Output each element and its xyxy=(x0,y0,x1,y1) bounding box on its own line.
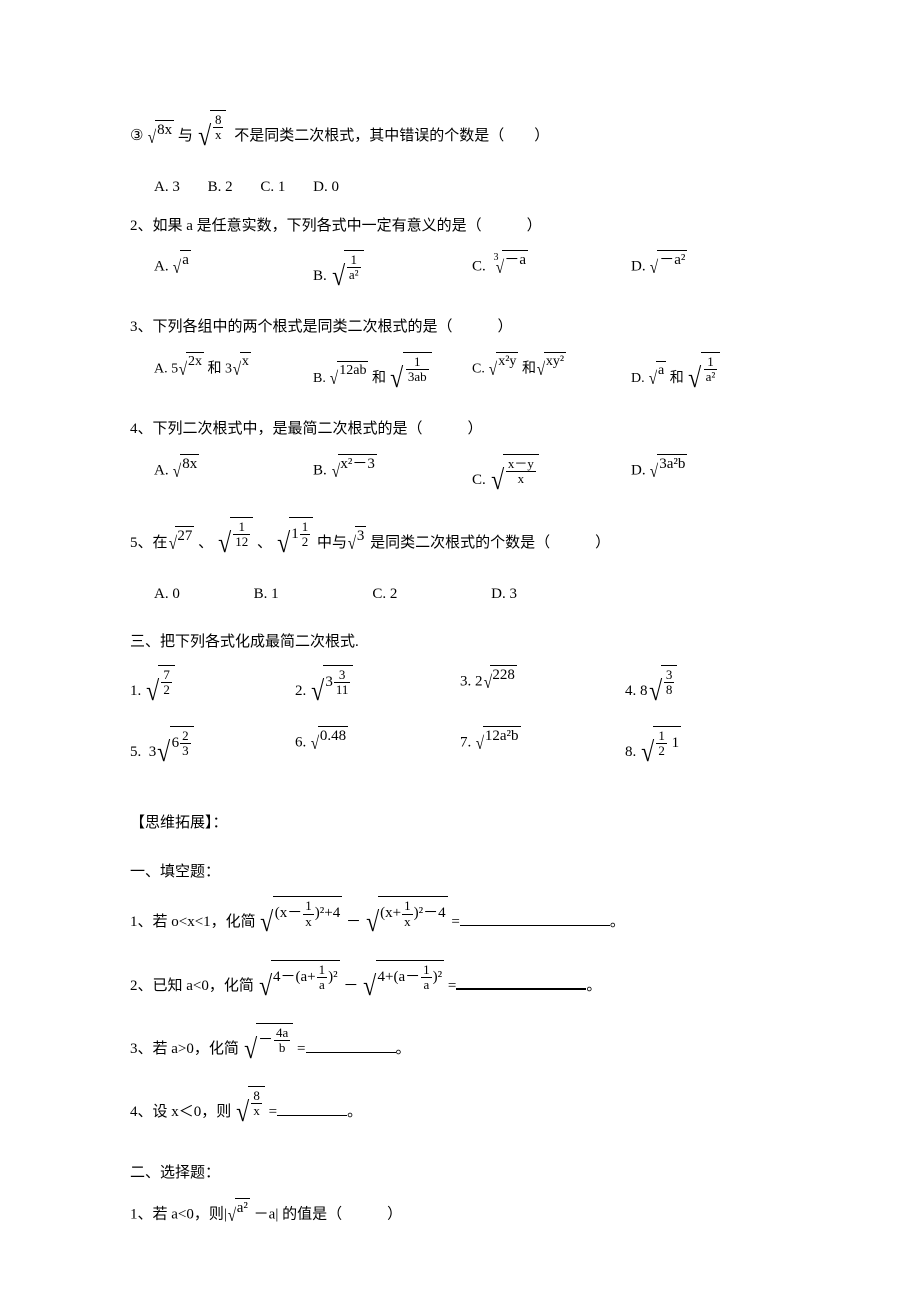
q4-stem: 4、下列二次根式中，是最简二次根式的是（ ） xyxy=(130,415,790,444)
fill-3: 3、若 a>0，化简 √－4ab =。 xyxy=(130,1023,790,1076)
ext-title: 【思维拓展】： xyxy=(130,809,790,838)
opt-a: A. 3 xyxy=(154,173,180,202)
fill-2: 2、已知 a<0，化简 √4－(a+1a)² － √4+(a－1a)² =。 xyxy=(130,960,790,1013)
blank xyxy=(277,1100,347,1116)
simp-3: 3. 2√228 xyxy=(460,665,625,718)
simp-8: 8. √12 1 xyxy=(625,726,790,779)
radical: √8x xyxy=(197,110,227,163)
blank xyxy=(456,973,586,990)
opt-b: B. 2 xyxy=(208,173,233,202)
blank xyxy=(306,1037,396,1053)
q5-stem: 5、在√27 、 √112 、 √112 中与√3 是同类二次根式的个数是（ ） xyxy=(130,517,790,570)
simp-5: 5. 3√623 xyxy=(130,726,295,779)
q4-b: B. √x²－3 xyxy=(313,454,472,507)
simp-4: 4. 8√38 xyxy=(625,665,790,718)
sec3-title: 三、把下列各式化成最简二次根式. xyxy=(130,628,790,657)
q4-d: D. √3a²b xyxy=(631,454,790,507)
q2-b: B. √1a² xyxy=(313,250,472,303)
q3-c: C. √x²y 和√xy² xyxy=(472,352,631,405)
q4-a: A. √8x xyxy=(154,454,313,507)
q2-d: D. √－a² xyxy=(631,250,790,303)
q3-choices: A. 5√2x 和 3√x B. √12ab 和 √13ab C. √x²y 和… xyxy=(130,352,790,405)
opt-c: C. 1 xyxy=(260,173,285,202)
q4-c: C. √x－yx xyxy=(472,454,631,507)
q3-stem: 3、下列各组中的两个根式是同类二次根式的是（ ） xyxy=(130,313,790,342)
opt-b: B. 1 xyxy=(254,580,279,609)
fill-4: 4、设 x＜0，则 √8x =。 xyxy=(130,1086,790,1139)
choice-1: 1、若 a<0，则|√a² －a| 的值是（ ） xyxy=(130,1198,790,1232)
q1-prefix: ③ xyxy=(130,128,143,144)
radical: √8x xyxy=(147,120,174,154)
choice-title: 二、选择题： xyxy=(130,1159,790,1188)
simplify-row-2: 5. 3√623 6. √0.48 7. √12a²b 8. √12 1 xyxy=(130,726,790,779)
q3-a: A. 5√2x 和 3√x xyxy=(154,352,313,405)
q2-choices: A. √a B. √1a² C. 3√－a D. √－a² xyxy=(130,250,790,303)
q3-d: D. √a 和 √1a² xyxy=(631,352,790,405)
opt-d: D. 0 xyxy=(313,173,339,202)
opt-a: A. 0 xyxy=(154,580,180,609)
blank xyxy=(460,910,610,926)
q2-c: C. 3√－a xyxy=(472,250,631,303)
q5-options: A. 0 B. 1 C. 2 D. 3 xyxy=(130,580,790,609)
opt-d: D. 3 xyxy=(491,580,517,609)
fill-1: 1、若 o<x<1，化简 √(x－1x)²+4 － √(x+1x)²－4 =。 xyxy=(130,896,790,949)
simp-6: 6. √0.48 xyxy=(295,726,460,779)
q3-b: B. √12ab 和 √13ab xyxy=(313,352,472,405)
q2-a: A. √a xyxy=(154,250,313,303)
simp-1: 1. √72 xyxy=(130,665,295,718)
fill-title: 一、填空题： xyxy=(130,858,790,887)
q2-stem: 2、如果 a 是任意实数，下列各式中一定有意义的是（ ） xyxy=(130,212,790,241)
q4-choices: A. √8x B. √x²－3 C. √x－yx D. √3a²b xyxy=(130,454,790,507)
simplify-row-1: 1. √72 2. √3311 3. 2√228 4. 8√38 xyxy=(130,665,790,718)
simp-7: 7. √12a²b xyxy=(460,726,625,779)
q1-fragment: ③ √8x 与 √8x 不是同类二次根式，其中错误的个数是（ ） xyxy=(130,110,790,163)
opt-c: C. 2 xyxy=(372,580,397,609)
q1-options: A. 3 B. 2 C. 1 D. 0 xyxy=(130,173,790,202)
simp-2: 2. √3311 xyxy=(295,665,460,718)
